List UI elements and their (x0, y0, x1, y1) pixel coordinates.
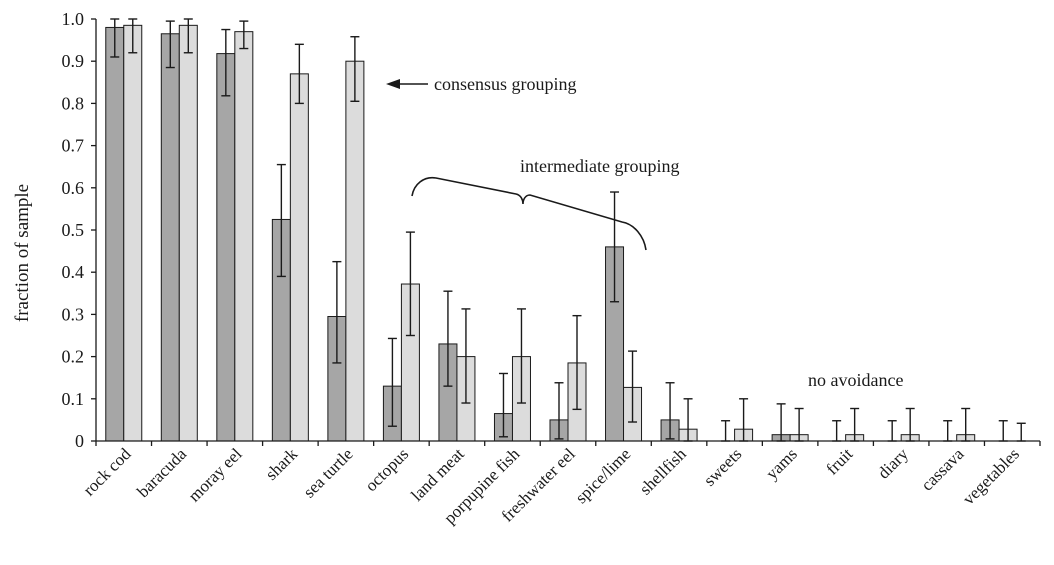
error-bars (110, 18, 1026, 442)
y-tick-label: 0.8 (62, 93, 85, 113)
x-tick-label: spice/lime (572, 444, 635, 507)
consensus-annotation: consensus grouping (386, 74, 577, 94)
intermediate-annotation: intermediate grouping (411, 156, 679, 251)
consensus-label: consensus grouping (434, 74, 577, 94)
x-tick-label: octopus (361, 444, 412, 495)
y-tick-label: 0.2 (62, 347, 85, 367)
x-tick-label: vegetables (959, 444, 1023, 508)
y-tick-label: 0.6 (62, 178, 85, 198)
y-tick-label: 0.5 (62, 220, 85, 240)
y-tick-label: 0.3 (62, 304, 85, 324)
y-tick-label: 0 (75, 431, 84, 451)
no-avoidance-label: no avoidance (808, 370, 903, 390)
bar-light (345, 60, 365, 442)
bar-light (289, 73, 309, 442)
bar-light (234, 31, 254, 442)
x-tick-label: cassava (917, 444, 967, 494)
y-tick-label: 0.9 (62, 51, 85, 71)
y-tick-label: 1.0 (62, 9, 85, 29)
x-tick-label: sweets (700, 444, 745, 489)
x-tick-label: shark (262, 444, 302, 484)
x-tick-label: baracuda (133, 444, 190, 501)
bar-dark (160, 33, 180, 442)
x-tick-label: moray eel (184, 444, 245, 505)
x-tick-label: diary (874, 444, 912, 482)
x-tick-label: rock cod (79, 444, 135, 500)
y-axis: 0 0.1 0.2 0.3 0.4 0.5 0.6 0.7 0.8 0.9 1.0 (62, 9, 97, 451)
y-tick-label: 0.4 (62, 262, 85, 282)
consensus-arrow-head (386, 79, 400, 89)
bar-light (123, 24, 143, 442)
y-tick-label: 0.1 (62, 389, 85, 409)
intermediate-label: intermediate grouping (520, 156, 679, 176)
x-tick-label: fruit (822, 444, 856, 478)
y-axis-label: fraction of sample (12, 184, 33, 322)
bar-dark (105, 26, 125, 442)
intermediate-brace (411, 176, 647, 251)
bars (105, 24, 1031, 442)
x-tick-label: yams (762, 444, 801, 483)
bar-light (178, 24, 198, 442)
x-tick-label: shellfish (636, 444, 691, 499)
y-tick-label: 0.7 (62, 136, 85, 156)
bar-dark (216, 53, 236, 442)
x-tick-label: sea turtle (300, 444, 357, 501)
